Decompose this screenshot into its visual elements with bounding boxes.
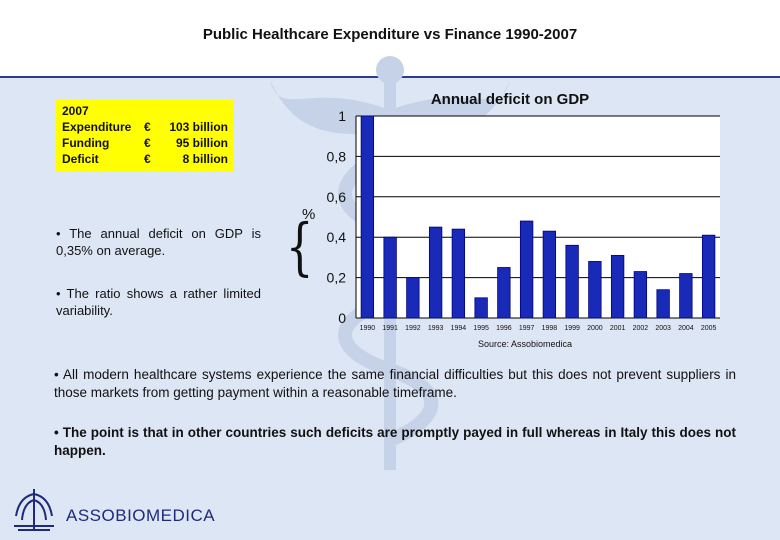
x-tick-label: 2005 [701, 325, 717, 332]
summary-amount: 95 billion [176, 136, 229, 150]
brace-glyph: { [285, 210, 314, 283]
bar-1995 [474, 297, 488, 319]
x-tick-label: 1992 [405, 325, 421, 332]
y-tick-label: 0,8 [327, 148, 347, 164]
x-tick-label: 1995 [473, 325, 489, 332]
summary-label: Funding [62, 136, 110, 150]
x-tick-label: 1991 [382, 325, 398, 332]
bar-1993 [428, 226, 443, 319]
bar-2005 [701, 234, 716, 319]
paragraph-healthcare-systems: • All modern healthcare systems experien… [54, 367, 736, 400]
summary-amount: 8 billion [182, 152, 229, 166]
y-tick-label: 0 [338, 310, 346, 326]
bar-1991 [383, 236, 397, 319]
bar-2004 [679, 273, 693, 319]
y-unit-label: % [302, 206, 316, 223]
x-tick-label: 1996 [496, 325, 512, 332]
summary-row-expenditure: Expenditure € 103 billion [62, 119, 228, 135]
summary-row-funding: Funding € 95 billion [62, 135, 228, 151]
logo-text: ASSOBIOMEDICA [66, 506, 216, 525]
bar-1996 [497, 267, 511, 319]
bar-1998 [542, 230, 557, 319]
bar-2000 [588, 261, 602, 319]
bar-2003 [656, 289, 670, 319]
summary-row-deficit: Deficit € 8 billion [62, 151, 228, 167]
x-tick-label: 2003 [655, 325, 671, 332]
x-tick-label: 1998 [542, 325, 558, 332]
x-tick-label: 1990 [360, 325, 376, 332]
paragraph-italy-payment: • The point is that in other countries s… [54, 425, 736, 458]
summary-currency: € [144, 136, 151, 150]
bar-1992 [406, 277, 420, 319]
chart-title: Annual deficit on GDP [430, 91, 590, 108]
summary-currency: € [144, 120, 151, 134]
summary-amount: 103 billion [169, 120, 229, 134]
bar-1997 [519, 220, 534, 319]
x-tick-label: 1997 [519, 325, 535, 332]
summary-box: 2007 Expenditure € 103 billion Funding €… [56, 100, 234, 172]
summary-label: Expenditure [62, 120, 132, 134]
y-tick-label: 1 [338, 108, 346, 124]
bar-1994 [451, 228, 466, 319]
summary-label: Deficit [62, 152, 99, 166]
summary-currency: € [144, 152, 151, 166]
x-tick-label: 2001 [610, 325, 626, 332]
y-tick-label: 0,4 [327, 229, 347, 245]
assobiomedica-logo-icon [14, 489, 54, 531]
x-tick-label: 1993 [428, 325, 444, 332]
chart-source: Source: Assobiomedica [477, 339, 573, 349]
bullet-variability: • The ratio shows a rather limited varia… [56, 286, 261, 318]
deficit-bar-chart: 0 0,2 0,4 0,6 0,8 1 1990 1991 1992 1993 1994 1995 19… [327, 108, 720, 332]
bar-2001 [610, 254, 625, 319]
x-tick-label: 2004 [678, 325, 694, 332]
y-tick-label: 0,2 [327, 270, 347, 286]
bar-1990 [360, 115, 375, 319]
bar-2002 [633, 271, 648, 319]
x-tick-label: 1999 [564, 325, 580, 332]
x-tick-label: 1994 [451, 325, 467, 332]
x-tick-label: 2000 [587, 325, 603, 332]
slide-title: Public Healthcare Expenditure vs Finance… [202, 26, 578, 43]
summary-year: 2007 [62, 104, 89, 118]
x-tick-label: 2002 [633, 325, 649, 332]
bullet-average-deficit: • The annual deficit on GDP is 0,35% on … [56, 226, 261, 258]
y-tick-label: 0,6 [327, 189, 347, 205]
bar-1999 [565, 244, 579, 319]
